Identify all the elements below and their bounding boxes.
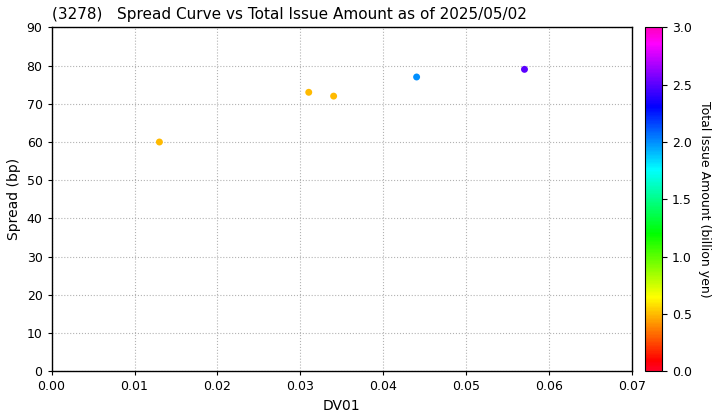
Y-axis label: Total Issue Amount (billion yen): Total Issue Amount (billion yen)	[698, 101, 711, 298]
Y-axis label: Spread (bp): Spread (bp)	[7, 158, 21, 240]
Point	[411, 74, 423, 80]
X-axis label: DV01: DV01	[323, 399, 361, 413]
Point	[153, 139, 165, 145]
Point	[518, 66, 530, 73]
Point	[303, 89, 315, 96]
Text: (3278)   Spread Curve vs Total Issue Amount as of 2025/05/02: (3278) Spread Curve vs Total Issue Amoun…	[52, 7, 526, 22]
Point	[328, 93, 339, 100]
